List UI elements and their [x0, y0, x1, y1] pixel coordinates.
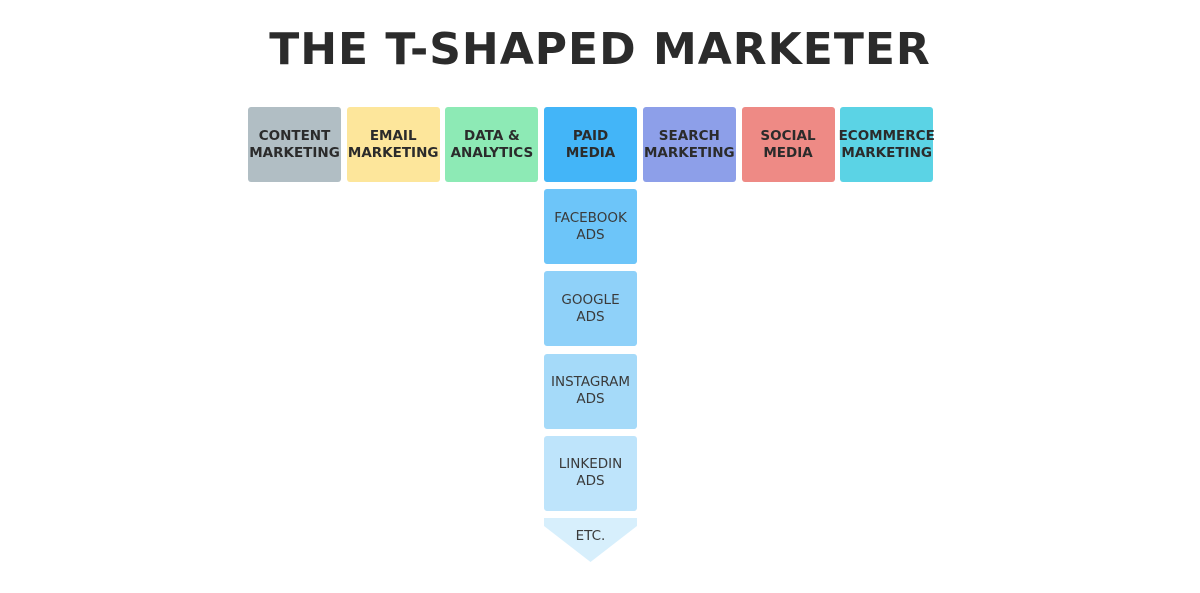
skill-box: EMAIL MARKETING: [346, 107, 440, 182]
box-label: EMAIL: [369, 127, 417, 144]
skill-box: SEARCH MARKETING: [642, 107, 736, 182]
specialty-box: GOOGLE ADS: [544, 271, 637, 347]
box-label: MARKETING: [249, 144, 340, 161]
skill-box: SOCIAL MEDIA: [741, 107, 835, 182]
box-label: MARKETING: [347, 144, 439, 161]
box-label: MEDIA: [565, 144, 616, 161]
box-label: DATA &: [464, 127, 520, 144]
box-label: SOCIAL: [760, 127, 816, 144]
box-label: CONTENT: [258, 127, 331, 144]
skill-box: ECOMMERCE MARKETING: [838, 107, 935, 182]
box-label: ADS: [576, 473, 605, 490]
box-label: MEDIA: [763, 144, 813, 161]
box-label: GOOGLE: [561, 291, 620, 308]
box-label: SEARCH: [658, 127, 720, 144]
specialty-box: LINKEDIN ADS: [544, 435, 637, 511]
box-label: LINKEDIN: [558, 456, 623, 473]
box-label: PAID: [572, 127, 609, 144]
box-label: FACEBOOK: [554, 209, 627, 226]
box-label: MARKETING: [841, 144, 932, 161]
box-label: INSTAGRAM: [550, 374, 631, 391]
box-label: ANALYTICS: [450, 144, 534, 161]
skill-box: PAID MEDIA: [544, 107, 638, 182]
box-label: ADS: [576, 226, 605, 243]
box-label: ADS: [576, 308, 605, 325]
specialty-box: INSTAGRAM ADS: [544, 353, 637, 429]
title: THE T-SHAPED MARKETER: [269, 24, 931, 75]
arrow: [544, 518, 637, 562]
box-label: ADS: [576, 391, 605, 408]
arrow-shape: [544, 518, 637, 562]
box-label: ECOMMERCE: [838, 127, 935, 144]
skill-box: CONTENT MARKETING: [248, 107, 341, 182]
arrow-label: ETC.: [575, 528, 606, 544]
specialty-box: FACEBOOK ADS: [544, 189, 637, 264]
skill-box: DATA & ANALYTICS: [445, 107, 539, 182]
box-label: MARKETING: [644, 144, 735, 161]
